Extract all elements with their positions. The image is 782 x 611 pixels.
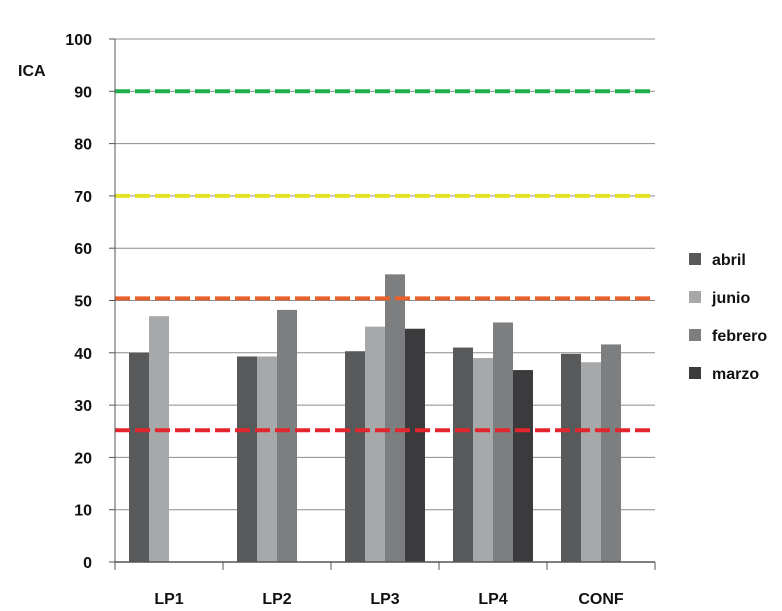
axes <box>114 39 655 563</box>
bar-febrero-CONF <box>601 344 621 562</box>
legend-swatch-junio <box>689 291 701 303</box>
bar-abril-LP1 <box>129 352 149 562</box>
y-tick-label: 10 <box>74 503 92 520</box>
bar-marzo-LP4 <box>513 370 533 562</box>
y-tick-label: 60 <box>74 241 92 258</box>
y-axis-label: ICA <box>18 63 46 80</box>
bar-abril-CONF <box>561 353 581 562</box>
x-tick-label: LP2 <box>262 591 291 606</box>
legend-label-abril: abril <box>712 252 746 269</box>
legend-label-febrero: febrero <box>712 328 767 345</box>
legend: abril junio febrero marzo <box>689 252 767 383</box>
x-tick-label: CONF <box>578 591 624 606</box>
y-tick-label: 50 <box>74 294 92 311</box>
y-tick-label: 0 <box>83 555 92 572</box>
bar-abril-LP3 <box>345 351 365 562</box>
x-axis-ticks: LP1 LP2 LP3 LP4 CONF <box>114 562 656 608</box>
y-tick-label: 80 <box>74 137 92 154</box>
legend-swatch-marzo <box>689 367 701 379</box>
x-tick-label: LP3 <box>370 591 399 606</box>
y-tick-label: 90 <box>74 84 92 101</box>
bars <box>129 274 621 562</box>
y-tick-label: 20 <box>74 450 92 467</box>
bar-junio-CONF <box>581 362 601 562</box>
bar-febrero-LP2 <box>277 309 297 562</box>
legend-swatch-febrero <box>689 329 701 341</box>
bar-junio-LP1 <box>149 316 169 562</box>
legend-swatch-abril <box>689 253 701 265</box>
y-tick-label: 40 <box>74 346 92 363</box>
bar-junio-LP3 <box>365 326 385 562</box>
bar-junio-LP2 <box>257 356 277 562</box>
bar-junio-LP4 <box>473 358 493 562</box>
bar-febrero-LP3 <box>385 274 405 562</box>
bar-abril-LP4 <box>453 347 473 562</box>
legend-label-marzo: marzo <box>712 366 759 383</box>
y-axis-ticks: 0 10 20 30 40 50 60 70 80 90 100 <box>65 32 115 572</box>
bar-marzo-LP3 <box>405 328 425 562</box>
y-tick-label: 100 <box>65 32 92 49</box>
x-tick-label: LP1 <box>154 591 183 606</box>
y-tick-label: 30 <box>74 398 92 415</box>
legend-label-junio: junio <box>711 290 750 307</box>
bar-febrero-LP4 <box>493 322 513 562</box>
bar-abril-LP2 <box>237 356 257 562</box>
x-tick-label: LP4 <box>478 591 507 606</box>
reference-lines <box>115 89 655 433</box>
y-tick-label: 70 <box>74 189 92 206</box>
